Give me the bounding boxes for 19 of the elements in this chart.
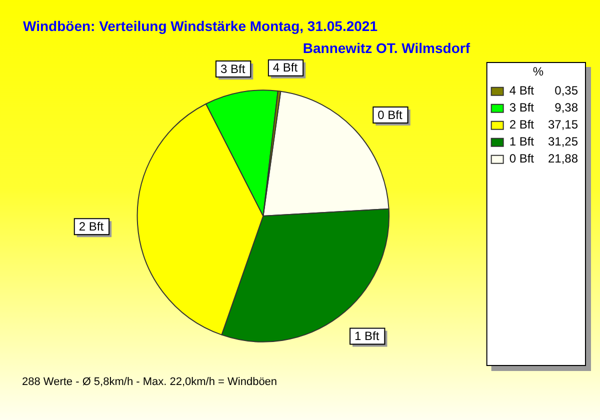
data-label: 31,25 xyxy=(548,134,578,149)
legend-title: % xyxy=(532,64,544,78)
legend-label: 1 Bft xyxy=(509,134,535,149)
slice-label: 3 Bft xyxy=(220,62,246,76)
legend-label: 3 Bft xyxy=(509,100,535,115)
text: 288 Werte - Ø 5,8km/h - Max. 22,0km/h = Windböen xyxy=(22,376,278,388)
data-label: 37,15 xyxy=(548,118,578,132)
slice-label: 2 Bft xyxy=(78,219,104,234)
legend-label: 2 Bft xyxy=(509,118,535,132)
data-label: 0,35 xyxy=(554,84,578,98)
data-label: 9,38 xyxy=(554,100,578,115)
slice-label: 0 Bft xyxy=(378,108,403,122)
chart-subtitle: Bannewitz OT. Wilmsdorf xyxy=(302,40,470,56)
legend-label: 4 Bft xyxy=(509,84,535,98)
data-label: 21,88 xyxy=(548,152,578,166)
legend-label: 0 Bft xyxy=(509,152,535,166)
slice-label: 1 Bft xyxy=(354,329,380,344)
slice-label: 4 Bft xyxy=(272,60,298,75)
chart-title: Windböen: Verteilung Windstärke Montag, 31.05.2021 xyxy=(23,18,378,34)
